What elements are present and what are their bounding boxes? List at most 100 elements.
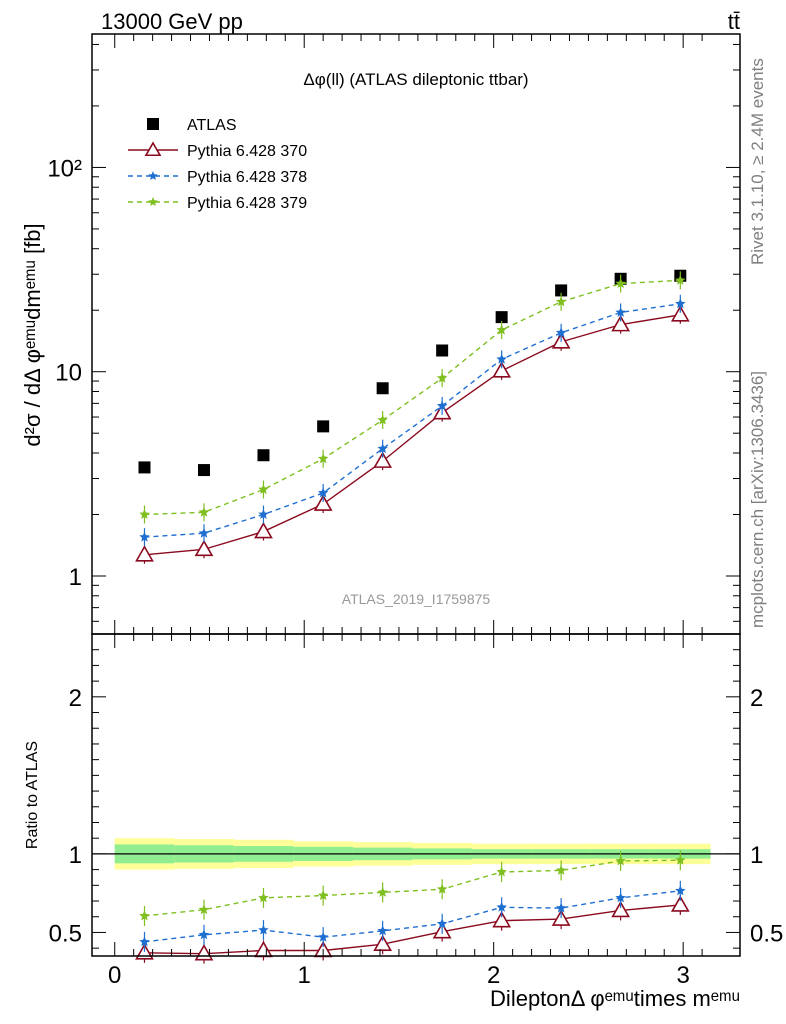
data-point-triangle <box>194 539 214 557</box>
data-point-square <box>555 284 568 297</box>
y-tick-label: 10² <box>47 155 82 182</box>
data-point-star <box>436 918 448 929</box>
data-point-star <box>496 901 507 912</box>
data-point-star <box>436 883 448 894</box>
data-point-star <box>555 864 567 875</box>
legend: ATLAS Pythia 6.428 370 Pythia 6.428 378 Pyt… <box>128 117 307 212</box>
data-point-triangle <box>611 315 631 332</box>
data-point-star <box>675 298 686 309</box>
main-panel: 1 10 10² Δφ(ll) (ATLAS dileptonic ttbar) A… <box>20 33 741 635</box>
y-tick-label: 10 <box>55 360 82 387</box>
data-point-square <box>376 382 389 395</box>
x-axis-label: DileptonΔ φᵉᵐᵘtimes mᵉᵐᵘ <box>490 986 740 1011</box>
data-point-square <box>495 311 508 324</box>
ratio-y-tick-label-right: 2 <box>750 685 763 712</box>
data-point-square <box>147 118 159 130</box>
series-2 <box>139 294 686 547</box>
data-point-star <box>436 400 448 411</box>
legend-label: Pythia 6.428 379 <box>187 195 307 212</box>
data-point-star <box>148 171 158 180</box>
data-point-triangle <box>492 911 512 928</box>
data-point-star <box>139 531 150 542</box>
legend-label: Pythia 6.428 378 <box>187 169 307 186</box>
data-point-square <box>436 344 449 357</box>
data-point-star <box>139 509 150 519</box>
analysis-watermark: ATLAS_2019_I1759875 <box>342 591 491 607</box>
data-point-star <box>675 274 686 285</box>
ratio-series-2 <box>139 850 686 926</box>
main-title: Δφ(ll) (ATLAS dileptonic ttbar) <box>303 70 528 89</box>
series-1 <box>135 305 690 564</box>
data-point-star <box>258 484 269 494</box>
data-point-star <box>675 854 686 865</box>
data-point-star <box>317 453 329 464</box>
ratio-ylabel: Ratio to ATLAS <box>24 741 41 849</box>
data-point-triangle <box>254 940 273 958</box>
data-point-square <box>317 420 330 433</box>
ratio-line <box>144 904 681 955</box>
header-left: 13000 GeV pp <box>101 9 243 34</box>
legend-label: Pythia 6.428 370 <box>187 143 307 160</box>
data-point-star <box>258 509 269 519</box>
data-point-star <box>317 890 329 900</box>
data-point-triangle <box>373 451 393 468</box>
rivet-label: Rivet 3.1.10, ≥ 2.4M events <box>748 58 767 265</box>
main-ylabel: d²σ / dΔ φᵉᵐᵘdmᵉᵐᵘ [fb] <box>20 223 45 446</box>
data-point-triangle <box>144 141 162 157</box>
data-point-star <box>436 372 448 383</box>
data-point-star <box>496 866 507 877</box>
data-point-star <box>496 324 507 335</box>
x-tick-label: 0 <box>108 962 121 989</box>
ratio-y-tick-label: 1 <box>69 842 82 869</box>
data-point-star <box>148 197 158 206</box>
data-point-square <box>197 464 210 477</box>
data-point-star <box>258 924 269 935</box>
data-point-star <box>555 296 567 307</box>
mcplots-label: mcplots.cern.ch [arXiv:1306.3436] <box>748 371 767 628</box>
data-point-triangle <box>373 934 393 952</box>
data-point-star <box>198 506 210 517</box>
y-tick-label: 1 <box>69 564 82 591</box>
data-point-star <box>496 353 507 364</box>
ratio-series-1 <box>139 880 686 952</box>
data-point-star <box>377 925 388 936</box>
data-point-star <box>377 443 388 454</box>
ratio-panel: 0.5 0.5 1 1 2 2 0 1 2 3 Ratio to ATLAS DileptonΔ … <box>24 633 783 1011</box>
ratio-y-tick-label-right: 1 <box>750 842 763 869</box>
data-point-star <box>258 892 269 903</box>
series-line <box>144 303 681 538</box>
data-point-star <box>615 892 626 903</box>
data-point-star <box>615 278 626 288</box>
x-tick-label: 3 <box>676 962 689 989</box>
data-point-triangle <box>670 895 690 912</box>
legend-label: ATLAS <box>187 117 237 134</box>
data-point-star <box>615 307 626 317</box>
data-point-star <box>377 886 388 897</box>
series-3 <box>139 271 686 524</box>
ratio-y-tick-label: 0.5 <box>49 920 82 947</box>
data-point-star <box>139 910 150 921</box>
data-point-triangle <box>135 545 154 562</box>
ratio-line <box>144 890 681 943</box>
data-point-triangle <box>313 494 333 511</box>
data-point-triangle <box>611 900 631 918</box>
ratio-line <box>144 859 681 917</box>
ratio-frame <box>91 633 741 957</box>
data-point-star <box>139 936 150 947</box>
header-right: tt̄ <box>728 9 740 34</box>
data-point-triangle <box>254 521 273 539</box>
data-point-star <box>198 527 210 538</box>
data-point-star <box>317 487 329 498</box>
ratio-y-tick-label-right: 0.5 <box>750 920 783 947</box>
data-point-square <box>138 461 151 474</box>
ratio-series-0 <box>135 894 690 964</box>
ratio-y-tick-label: 2 <box>69 685 82 712</box>
series-line <box>144 314 681 556</box>
data-point-triangle <box>492 361 512 378</box>
data-point-star <box>615 855 626 866</box>
data-point-triangle <box>670 305 690 322</box>
x-tick-label: 1 <box>298 962 311 989</box>
series-0 <box>138 269 687 477</box>
data-point-square <box>257 449 270 462</box>
